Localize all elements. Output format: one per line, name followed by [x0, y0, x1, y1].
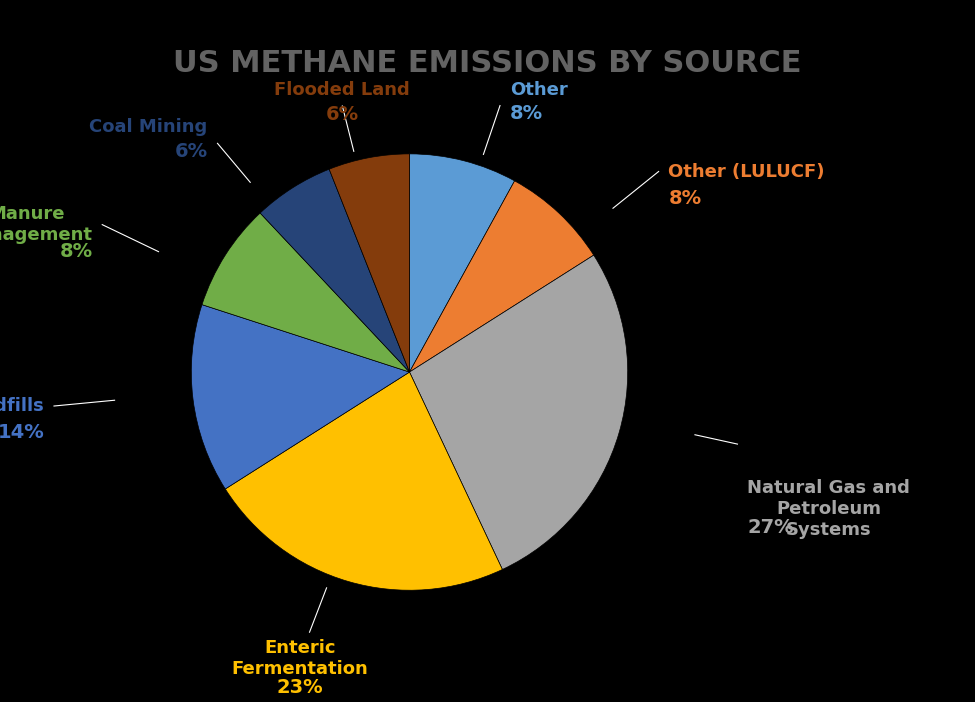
Text: Other: Other [510, 81, 567, 98]
Wedge shape [330, 154, 410, 372]
Text: Flooded Land: Flooded Land [275, 81, 410, 99]
Text: 8%: 8% [510, 104, 543, 123]
Wedge shape [410, 181, 594, 372]
Text: US METHANE EMISSIONS BY SOURCE: US METHANE EMISSIONS BY SOURCE [174, 49, 801, 78]
Text: Coal Mining: Coal Mining [90, 119, 208, 136]
Wedge shape [410, 154, 515, 372]
Text: 8%: 8% [669, 189, 701, 208]
Text: 6%: 6% [175, 142, 208, 161]
Text: 23%: 23% [277, 678, 323, 697]
Text: Other (LULUCF): Other (LULUCF) [669, 162, 825, 180]
Text: Natural Gas and
Petroleum
Systems: Natural Gas and Petroleum Systems [747, 479, 910, 539]
Wedge shape [410, 255, 628, 569]
Wedge shape [202, 213, 410, 372]
Text: Landfills: Landfills [0, 397, 44, 415]
Text: 6%: 6% [326, 105, 359, 124]
Text: 8%: 8% [59, 241, 93, 261]
Wedge shape [225, 372, 502, 590]
Text: 14%: 14% [0, 423, 44, 442]
Text: 27%: 27% [747, 518, 794, 537]
Wedge shape [191, 305, 410, 489]
Text: Enteric
Fermentation: Enteric Fermentation [231, 640, 369, 678]
Wedge shape [260, 169, 410, 372]
Text: Manure
Management: Manure Management [0, 205, 93, 244]
